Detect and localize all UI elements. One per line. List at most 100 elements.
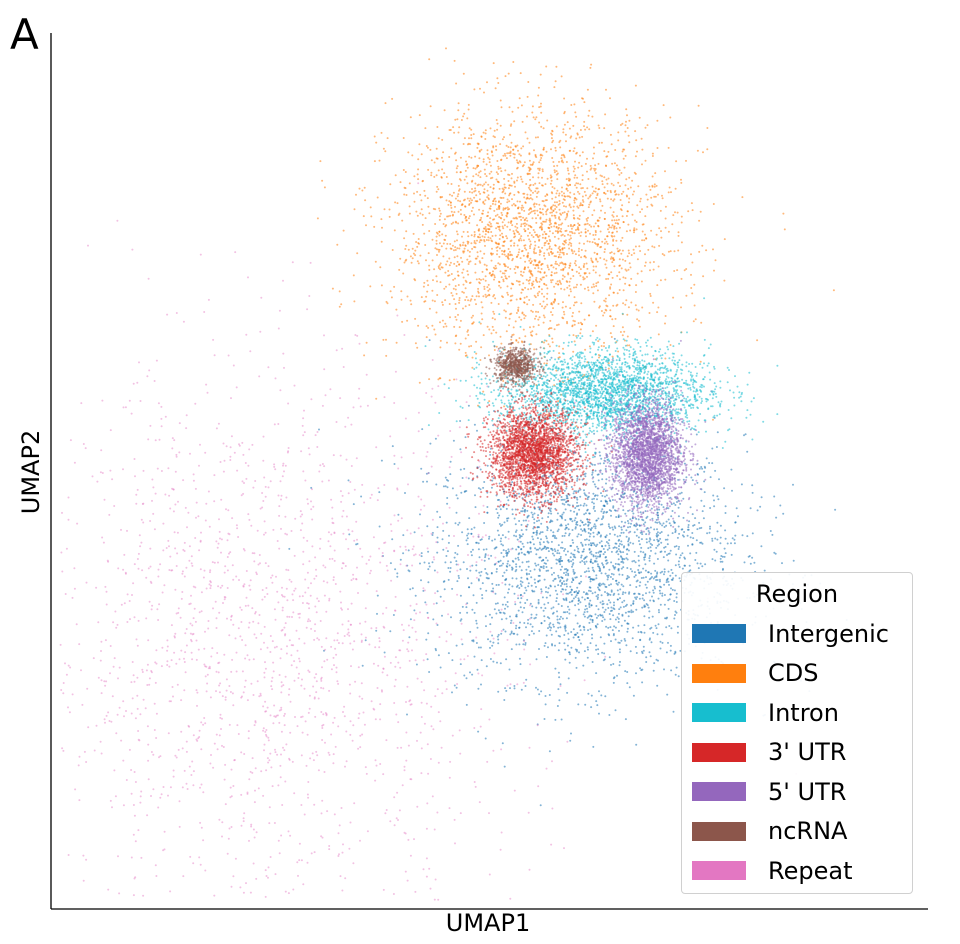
scatter-point [491,154,494,157]
scatter-point [611,224,614,227]
scatter-point [491,582,494,585]
scatter-point [496,602,499,605]
scatter-point [509,228,511,231]
scatter-point [560,584,562,587]
scatter-point [526,577,529,580]
scatter-point [648,591,651,594]
scatter-point [610,336,613,338]
scatter-point [486,196,489,199]
scatter-point [584,538,586,541]
scatter-point [614,562,617,565]
scatter-point [587,495,590,498]
scatter-point [579,234,582,237]
scatter-point [566,121,569,124]
scatter-point [622,190,625,193]
scatter-point [486,325,489,328]
scatter-point [616,247,619,250]
scatter-point [599,462,602,465]
scatter-point [508,275,511,278]
scatter-point [540,606,543,609]
scatter-point [670,669,673,672]
scatter-point [677,234,680,237]
scatter-point [433,328,436,331]
scatter-point [614,473,617,476]
scatter-point [535,333,538,336]
scatter-point [637,559,640,562]
scatter-point [401,320,404,323]
scatter-point [517,492,520,495]
scatter-point [521,510,524,513]
scatter-point [550,271,553,274]
scatter-point [574,614,577,617]
scatter-point [677,548,680,550]
scatter-point [666,543,669,546]
scatter-point [615,579,618,582]
scatter-point [457,102,460,105]
scatter-point [571,232,574,235]
scatter-point [542,565,545,568]
scatter-point [656,511,659,514]
scatter-point [441,538,444,541]
scatter-point [598,306,601,309]
scatter-point [628,576,630,579]
scatter-point [606,574,609,577]
scatter-point [535,553,538,556]
scatter-point [558,248,561,251]
scatter-point [518,248,521,251]
scatter-point [507,517,510,520]
scatter-point [475,173,478,176]
scatter-point [712,494,715,497]
scatter-point [592,292,595,295]
scatter-point [615,227,618,230]
scatter-point [571,577,574,580]
scatter-point [603,251,606,253]
scatter-point [535,531,538,534]
scatter-point [524,586,527,589]
scatter-point [465,164,468,166]
scatter-point [571,252,574,255]
scatter-point [323,649,325,652]
scatter-point [443,287,446,290]
scatter-point [558,253,561,256]
scatter-point [461,203,464,206]
scatter-point [662,506,665,509]
scatter-point [589,532,592,535]
scatter-point [659,532,662,535]
scatter-point [668,583,670,586]
scatter-point [429,442,432,445]
scatter-point [459,568,462,571]
scatter-point [588,240,591,243]
scatter-point [655,574,658,577]
scatter-point [591,463,594,466]
scatter-point [585,465,588,468]
scatter-point [566,472,569,475]
scatter-point [612,614,615,617]
scatter-point [485,548,488,551]
scatter-point [504,687,507,690]
scatter-point [671,510,674,512]
scatter-point [438,207,441,210]
scatter-point [724,512,727,514]
scatter-point [424,194,427,197]
scatter-point [781,562,783,565]
scatter-point [648,559,651,562]
scatter-point [621,204,624,207]
scatter-point [579,561,582,564]
scatter-point [594,469,597,472]
scatter-point [542,300,545,303]
scatter-point [644,569,647,572]
scatter-point [617,617,620,620]
scatter-point [711,462,714,465]
scatter-point [525,572,528,575]
scatter-point [618,629,620,632]
scatter-point [500,170,503,173]
scatter-point [596,598,599,600]
scatter-point [557,302,560,305]
scatter-point [579,268,582,271]
scatter-point [500,632,503,635]
scatter-point [574,517,577,520]
scatter-point [599,636,602,639]
scatter-point [506,152,509,155]
scatter-point [421,213,424,216]
scatter-point [479,183,482,186]
